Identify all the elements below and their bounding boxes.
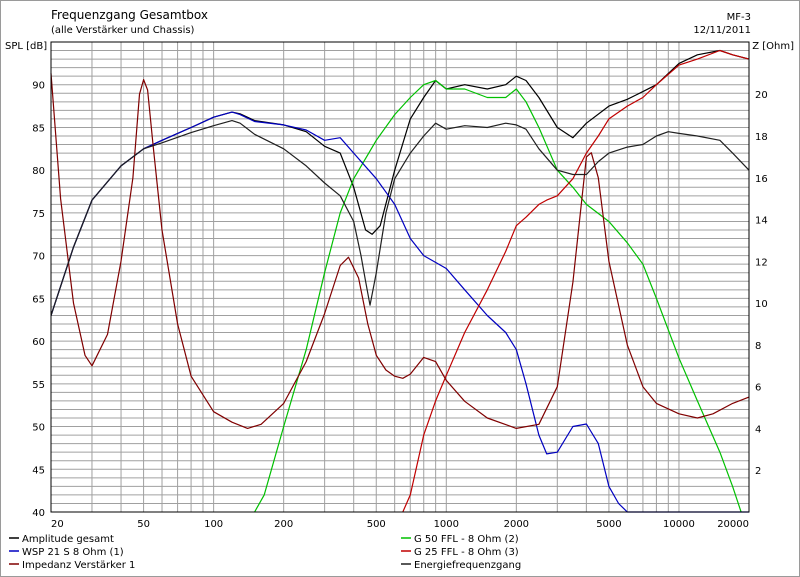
series-line: [402, 49, 750, 513]
y2-tick-label: 6: [755, 383, 761, 394]
x-tick-label: 5000: [596, 519, 621, 530]
y-tick-label: 40: [32, 508, 45, 519]
series-line: [254, 79, 742, 513]
x-tick-label: 20000: [717, 519, 749, 530]
legend-label: G 25 FFL - 8 Ohm (3): [414, 547, 519, 558]
y2-tick-label: 20: [755, 90, 768, 101]
y2-tick-label: 12: [755, 257, 768, 268]
x-tick-label: 100: [204, 519, 223, 530]
x-tick-label: 10000: [663, 519, 695, 530]
series-line: [50, 111, 749, 513]
y2-tick-label: 8: [755, 341, 761, 352]
y-tick-label: 80: [32, 166, 45, 177]
series-line: [50, 119, 750, 316]
y-axis-label-spl: SPL [dB]: [5, 41, 48, 52]
y-tick-label: 60: [32, 337, 45, 348]
legend-label: G 50 FFL - 8 Ohm (2): [414, 534, 519, 545]
x-tick-label: 20: [51, 519, 64, 530]
y-axis-label-impedance: Z [Ohm]: [752, 41, 794, 52]
y-tick-label: 55: [32, 380, 45, 391]
chart-subtitle: (alle Verstärker und Chassis): [51, 25, 195, 36]
plot-frame: [50, 41, 750, 513]
y-tick-label: 50: [32, 423, 45, 434]
x-tick-label: 1000: [434, 519, 459, 530]
chart-title: Frequenzgang Gesamtbox: [51, 8, 208, 22]
series-line: [50, 73, 750, 429]
y-tick-label: 85: [32, 123, 45, 134]
x-tick-label: 2000: [504, 519, 529, 530]
y2-tick-label: 14: [755, 216, 768, 227]
y2-tick-label: 2: [755, 466, 761, 477]
chart-date: 12/11/2011: [693, 25, 751, 36]
y-tick-label: 90: [32, 81, 45, 92]
legend-label: Energiefrequenzgang: [414, 560, 521, 571]
y2-tick-label: 4: [755, 424, 761, 435]
legend-label: Impedanz Verstärker 1: [22, 560, 135, 571]
x-tick-label: 50: [137, 519, 150, 530]
y2-tick-label: 18: [755, 132, 768, 143]
y-tick-label: 75: [32, 209, 45, 220]
x-tick-label: 200: [274, 519, 293, 530]
plot-area: [51, 42, 749, 512]
y-tick-label: 70: [32, 252, 45, 263]
y2-tick-label: 16: [755, 174, 768, 185]
project-name: MF-3: [726, 12, 751, 23]
y-tick-label: 45: [32, 465, 45, 476]
legend-label: WSP 21 S 8 Ohm (1): [22, 547, 124, 558]
x-tick-label: 500: [367, 519, 386, 530]
y-tick-label: 65: [32, 294, 45, 305]
y2-tick-label: 10: [755, 299, 768, 310]
legend-label: Amplitude gesamt: [22, 534, 114, 545]
